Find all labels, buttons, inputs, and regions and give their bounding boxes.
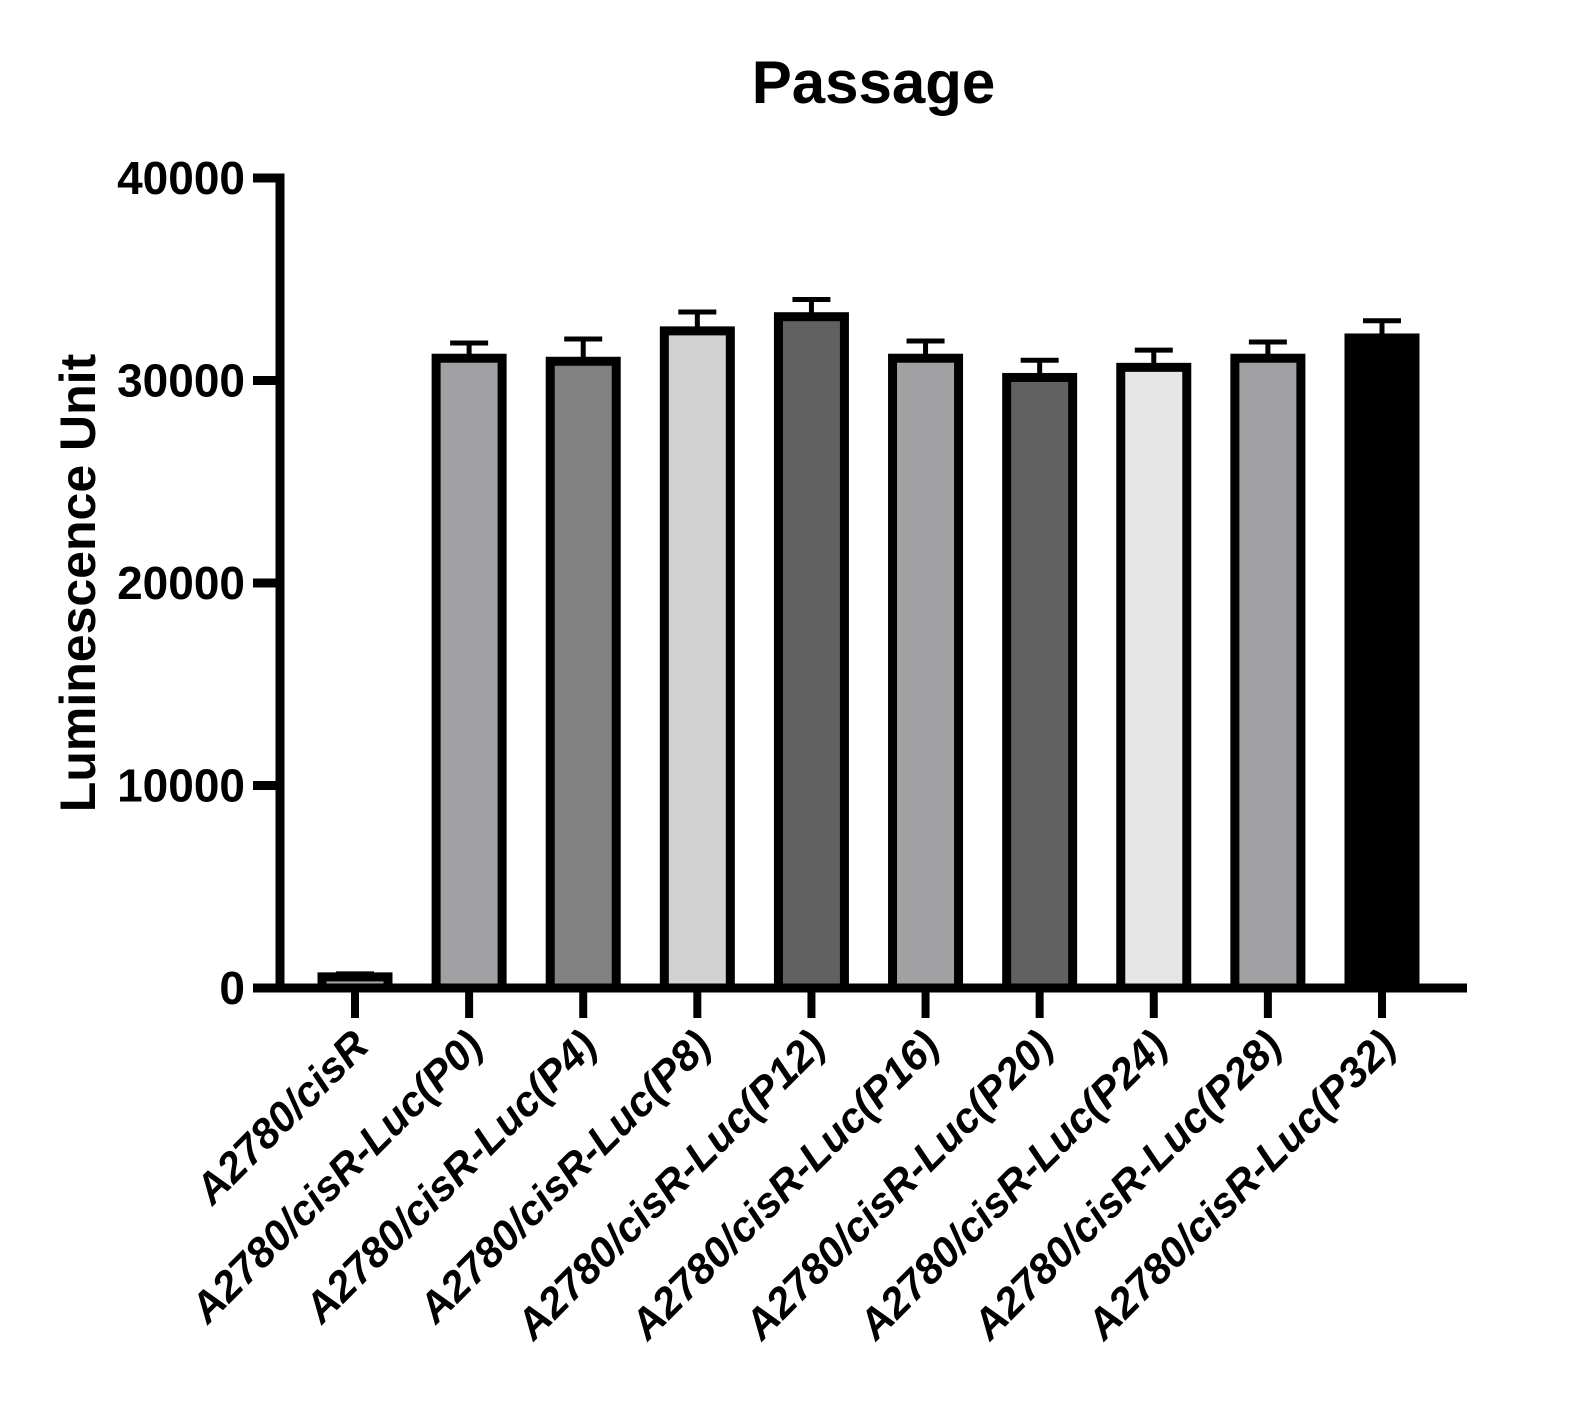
y-tick-label: 10000 — [117, 760, 245, 812]
bar-rect — [888, 353, 964, 993]
y-tick-label: 40000 — [117, 152, 245, 204]
y-axis-title: Luminescence Unit — [50, 353, 106, 812]
chart-title: Passage — [751, 49, 996, 116]
bar-rect — [659, 326, 735, 993]
bar-rect — [1344, 333, 1420, 993]
bar-rect — [773, 312, 849, 993]
bar-rect — [545, 356, 621, 993]
y-tick-label: 0 — [219, 962, 245, 1014]
bar-rect — [431, 353, 507, 993]
y-tick-label: 30000 — [117, 355, 245, 407]
bar-rect — [1116, 362, 1192, 993]
bar-rect — [1230, 353, 1306, 993]
y-tick-label: 20000 — [117, 557, 245, 609]
bar-rect — [1002, 372, 1078, 993]
